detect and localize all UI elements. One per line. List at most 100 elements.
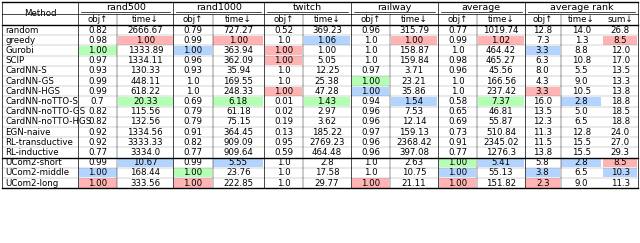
Text: 2769.23: 2769.23 — [309, 138, 345, 147]
Bar — [265, 46, 302, 55]
Text: 6.5: 6.5 — [575, 168, 588, 177]
Text: 1.00: 1.00 — [448, 168, 467, 177]
Text: 12.0: 12.0 — [611, 46, 630, 55]
Text: 1.00: 1.00 — [361, 179, 380, 188]
Text: 1.00: 1.00 — [274, 56, 293, 65]
Text: 1.43: 1.43 — [317, 97, 337, 106]
Bar — [478, 36, 524, 45]
Text: 1.00: 1.00 — [317, 46, 337, 55]
Text: 26.8: 26.8 — [611, 26, 630, 35]
Bar — [561, 97, 602, 106]
Text: 0.99: 0.99 — [88, 77, 107, 86]
Text: rand1000: rand1000 — [196, 3, 241, 12]
Text: obj↑: obj↑ — [360, 15, 381, 24]
Text: 464.48: 464.48 — [312, 148, 342, 157]
Bar — [118, 36, 173, 45]
Text: 1.0: 1.0 — [276, 77, 291, 86]
Bar — [174, 179, 212, 188]
Text: 8.5: 8.5 — [613, 36, 627, 45]
Text: 0.94: 0.94 — [361, 97, 380, 106]
Text: 1019.74: 1019.74 — [483, 26, 519, 35]
Text: 1.00: 1.00 — [184, 179, 202, 188]
Text: 1334.56: 1334.56 — [127, 128, 163, 137]
Text: 159.13: 159.13 — [399, 128, 429, 137]
Text: random: random — [5, 26, 38, 35]
Text: 2.8: 2.8 — [575, 158, 588, 167]
Text: 0.97: 0.97 — [361, 66, 380, 75]
Text: 17.0: 17.0 — [611, 56, 630, 65]
Text: 0.99: 0.99 — [448, 36, 467, 45]
Text: CardNN-noTTO-S: CardNN-noTTO-S — [5, 97, 78, 106]
Text: RL-inductive: RL-inductive — [5, 148, 59, 157]
Text: 0.79: 0.79 — [184, 107, 202, 116]
Bar — [79, 46, 116, 55]
Text: 0.92: 0.92 — [88, 138, 107, 147]
Text: 5.0: 5.0 — [575, 107, 588, 116]
Text: 0.97: 0.97 — [361, 128, 380, 137]
Text: 10.8: 10.8 — [572, 56, 591, 65]
Text: 13.8: 13.8 — [611, 87, 630, 96]
Text: 727.27: 727.27 — [223, 26, 253, 35]
Text: 2.8: 2.8 — [575, 97, 588, 106]
Text: 18.8: 18.8 — [611, 117, 630, 126]
Text: 6.3: 6.3 — [536, 56, 550, 65]
Text: 17.58: 17.58 — [315, 168, 339, 177]
Bar — [304, 97, 350, 106]
Text: twitch: twitch — [292, 3, 322, 12]
Text: 0.93: 0.93 — [184, 66, 202, 75]
Text: 55.13: 55.13 — [489, 168, 513, 177]
Text: 23.76: 23.76 — [226, 168, 251, 177]
Text: 0.95: 0.95 — [274, 138, 293, 147]
Text: 1.00: 1.00 — [448, 158, 467, 167]
Text: 1.00: 1.00 — [404, 36, 424, 45]
Text: 237.42: 237.42 — [486, 87, 516, 96]
Text: 1.0: 1.0 — [276, 158, 291, 167]
Text: 1.0: 1.0 — [364, 36, 378, 45]
Text: 0.79: 0.79 — [184, 117, 202, 126]
Text: 1.00: 1.00 — [274, 87, 293, 96]
Text: 1.0: 1.0 — [186, 77, 200, 86]
Text: 618.22: 618.22 — [131, 87, 161, 96]
Text: 0.82: 0.82 — [88, 117, 108, 126]
Text: time↓: time↓ — [488, 15, 515, 24]
Text: 222.85: 222.85 — [223, 179, 253, 188]
Text: 1.00: 1.00 — [184, 46, 202, 55]
Bar — [438, 168, 476, 177]
Text: 1.0: 1.0 — [451, 77, 464, 86]
Text: 1.0: 1.0 — [364, 158, 378, 167]
Text: 35.86: 35.86 — [402, 87, 426, 96]
Text: 5.8: 5.8 — [536, 158, 550, 167]
Text: 15.5: 15.5 — [572, 148, 591, 157]
Text: 8.8: 8.8 — [575, 46, 588, 55]
Text: 0.02: 0.02 — [274, 107, 293, 116]
Text: 0.58: 0.58 — [448, 97, 467, 106]
Text: 3.62: 3.62 — [317, 117, 337, 126]
Text: 369.23: 369.23 — [312, 26, 342, 35]
Text: 0.82: 0.82 — [88, 26, 108, 35]
Bar — [118, 158, 173, 167]
Text: CardNN-GS: CardNN-GS — [5, 77, 54, 86]
Text: time↓: time↓ — [132, 15, 159, 24]
Text: time↓: time↓ — [314, 15, 340, 24]
Text: 1.00: 1.00 — [136, 36, 155, 45]
Text: EGN-naive: EGN-naive — [5, 128, 51, 137]
Text: 23.21: 23.21 — [402, 77, 426, 86]
Text: 61.18: 61.18 — [226, 107, 251, 116]
Text: 0.97: 0.97 — [88, 56, 107, 65]
Text: 2368.42: 2368.42 — [396, 138, 432, 147]
Text: 0.82: 0.82 — [184, 138, 202, 147]
Text: 3.71: 3.71 — [404, 66, 424, 75]
Text: CardNN-noTTO-HGS: CardNN-noTTO-HGS — [5, 117, 92, 126]
Text: time↓: time↓ — [568, 15, 595, 24]
Text: 16.0: 16.0 — [533, 97, 552, 106]
Text: 27.0: 27.0 — [611, 138, 630, 147]
Text: 0.93: 0.93 — [88, 66, 107, 75]
Text: SCIP: SCIP — [5, 56, 24, 65]
Text: 0.99: 0.99 — [184, 36, 202, 45]
Text: 363.94: 363.94 — [223, 46, 253, 55]
Text: 0.92: 0.92 — [88, 128, 107, 137]
Text: average: average — [461, 3, 501, 12]
Text: 333.56: 333.56 — [131, 179, 161, 188]
Bar — [478, 97, 524, 106]
Text: 29.77: 29.77 — [315, 179, 339, 188]
